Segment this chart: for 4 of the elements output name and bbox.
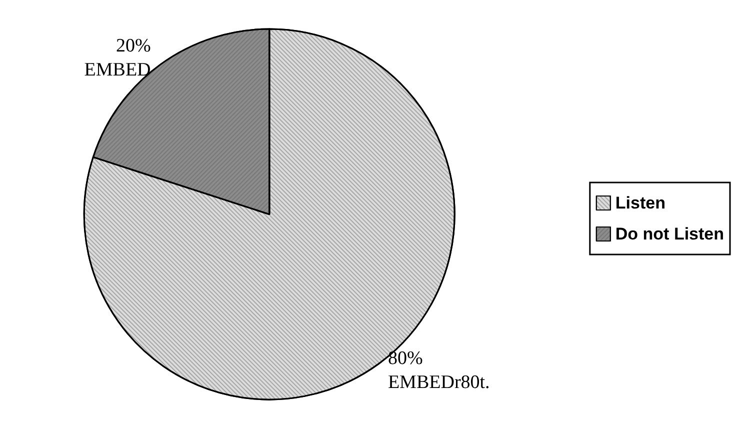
- legend-label: Do not Listen: [615, 224, 724, 244]
- data-label: 80% EMBEDr80t.: [388, 348, 490, 394]
- data-label: 20% EMBED: [84, 35, 151, 80]
- legend-label: Listen: [615, 194, 666, 212]
